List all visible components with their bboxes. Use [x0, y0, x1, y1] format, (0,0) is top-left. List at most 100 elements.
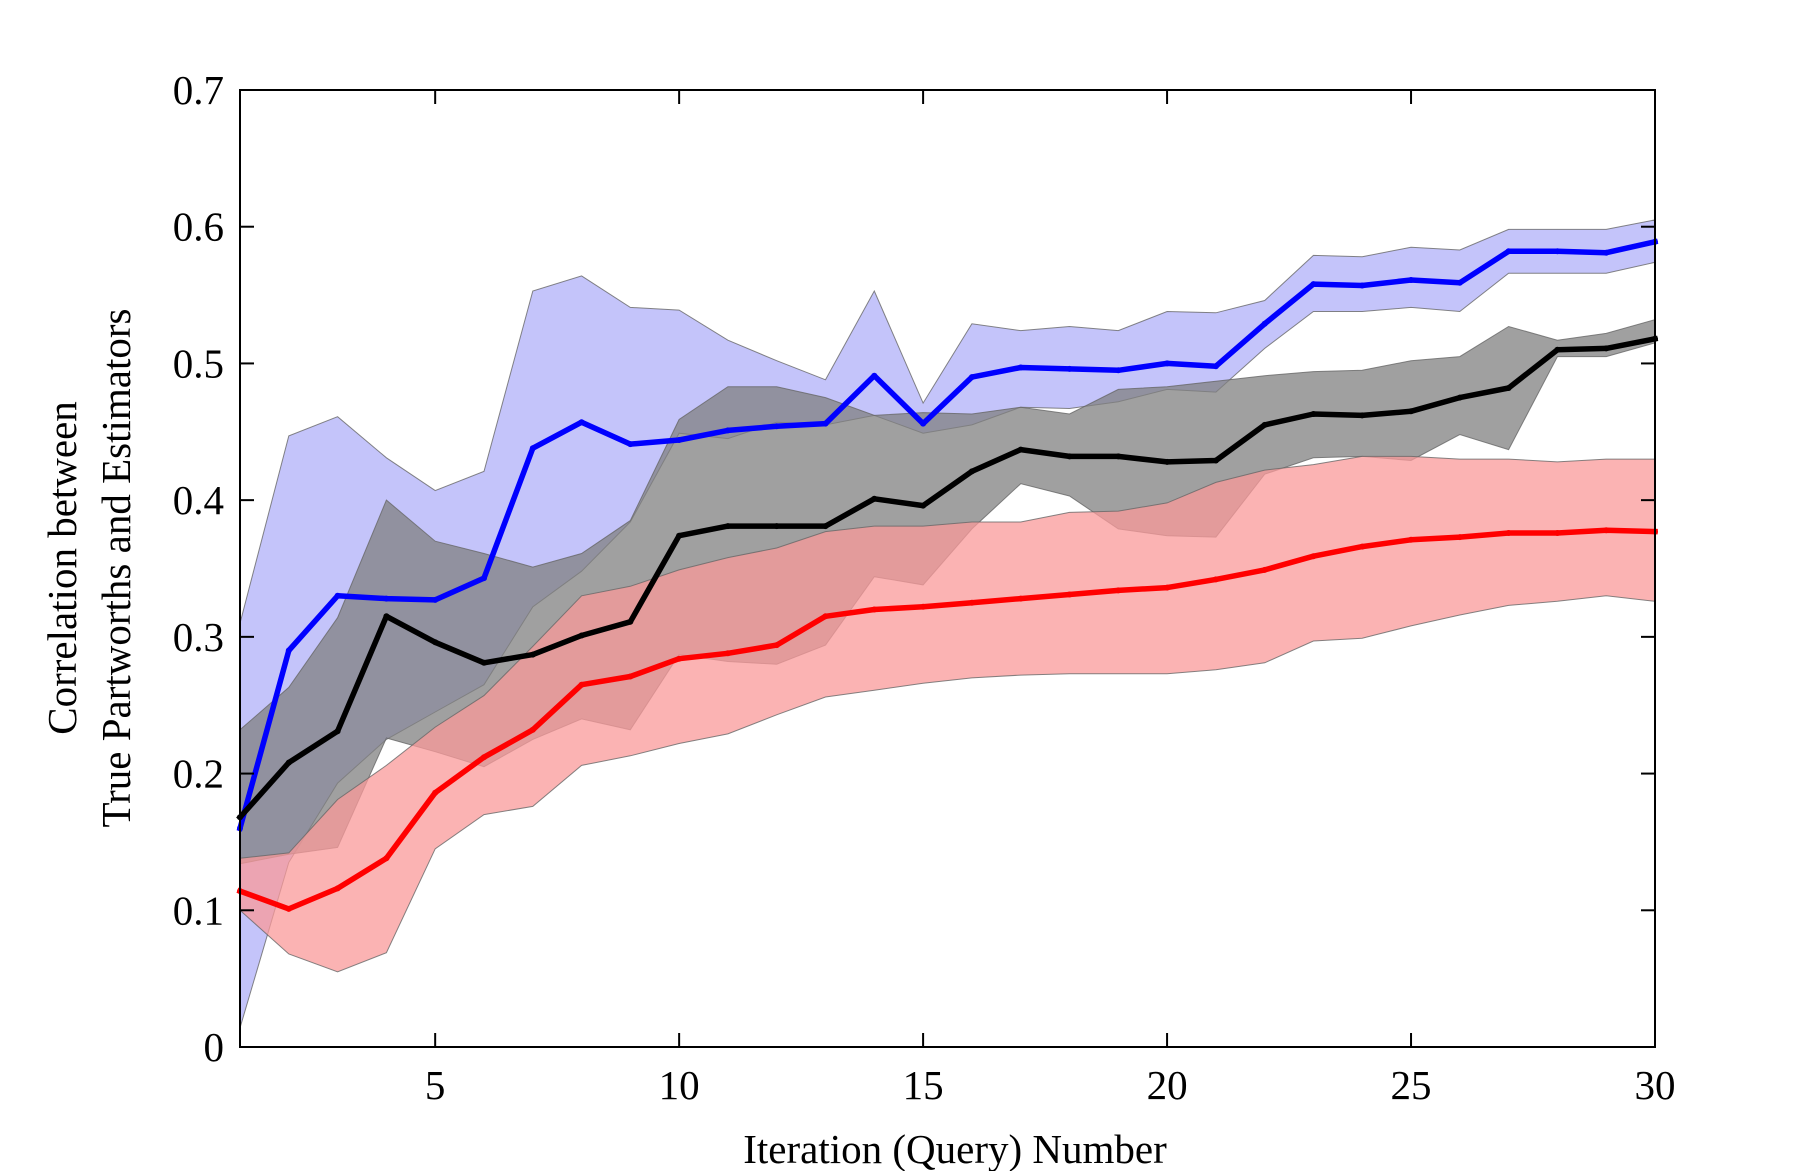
series-2-point: [968, 468, 975, 475]
series-3-point: [1359, 543, 1366, 550]
series-1-point: [1261, 320, 1268, 327]
series-1-point: [627, 441, 634, 448]
series-1-point: [822, 420, 829, 427]
series-1-point: [968, 374, 975, 381]
y-tick-label: 0.2: [173, 751, 224, 797]
series-3-point: [1456, 534, 1463, 541]
series-2-point: [773, 523, 780, 530]
plot-frame: [239, 89, 1656, 1048]
series-2-point: [871, 495, 878, 502]
series-3-point: [1261, 566, 1268, 573]
series-2-point: [1212, 457, 1219, 464]
series-2-point: [724, 523, 731, 530]
series-2-point: [627, 618, 634, 625]
series-2-point: [1017, 446, 1024, 453]
y-tick-label: 0.7: [173, 67, 224, 113]
series-1-point: [1310, 281, 1317, 288]
y-tick-label: 0.5: [173, 340, 224, 386]
series-1-point: [773, 423, 780, 430]
series-3-point: [285, 905, 292, 912]
y-axis-title-line-2: True Partworths and Estimators: [93, 309, 139, 828]
series-3-point: [1212, 576, 1219, 583]
series-3-point: [481, 754, 487, 761]
series-1-point: [334, 592, 341, 599]
series-1-point: [1212, 363, 1219, 370]
series-2-point: [1359, 412, 1366, 419]
series-2-point: [1505, 385, 1512, 391]
series-1-point: [285, 647, 292, 654]
series-3-point: [968, 599, 975, 606]
series-2-point: [1408, 408, 1414, 415]
series-1-point: [432, 596, 439, 603]
series-2-point: [1603, 345, 1610, 352]
series-3-point: [1408, 536, 1414, 543]
series-2-point: [432, 639, 439, 646]
series-3-point: [1115, 587, 1122, 594]
series-3-point: [1603, 527, 1610, 534]
y-axis-ticks: 0 0.1 0.2 0.3 0.4 0.5 0.6 0.7: [173, 67, 1655, 1070]
series-2-point: [1554, 346, 1561, 353]
series-2-point: [529, 651, 536, 658]
series-3-point: [1066, 591, 1073, 598]
series-3-point: [1505, 530, 1512, 536]
y-tick-label: 0.4: [173, 477, 224, 523]
x-tick-label: 25: [1391, 1062, 1432, 1108]
series-1-point: [920, 420, 927, 427]
series-1-point: [1115, 367, 1122, 374]
series-1-point: [1164, 360, 1171, 367]
x-tick-label: 30: [1635, 1062, 1676, 1108]
series-3-point: [773, 642, 780, 649]
x-tick-label: 20: [1147, 1062, 1188, 1108]
series-2-point: [1066, 453, 1073, 460]
series-1-point: [1505, 248, 1512, 255]
series-3-point: [822, 613, 829, 620]
series-1-point: [383, 595, 390, 602]
series-3-point: [627, 673, 634, 680]
series-1-point: [1359, 282, 1366, 289]
series-3-point: [1017, 595, 1024, 602]
series-1-point: [578, 419, 585, 426]
series-2-point: [334, 728, 341, 735]
x-axis-ticks: 5 10 15 20 25 30: [425, 90, 1676, 1108]
y-tick-label: 0: [204, 1024, 225, 1070]
series-3-point: [334, 885, 341, 892]
y-tick-label: 0.3: [173, 614, 224, 660]
series-3-point: [1310, 553, 1317, 560]
series-2-point: [920, 502, 927, 509]
series-3-point: [1554, 530, 1561, 536]
series-2-point: [285, 759, 292, 766]
x-tick-label: 15: [903, 1062, 944, 1108]
y-tick-label: 0.6: [173, 204, 224, 250]
series-1-point: [481, 575, 487, 582]
series-1-point: [724, 427, 731, 434]
series-2-point: [383, 613, 390, 620]
series-2-point: [822, 523, 829, 530]
series-3-point: [871, 606, 878, 613]
series-3-point: [1164, 584, 1171, 591]
series-1-point: [1554, 248, 1561, 255]
series-2-point: [1456, 394, 1463, 401]
series-lines: [236, 238, 1659, 912]
series-3-point: [676, 655, 683, 662]
series-2-point: [578, 632, 585, 639]
series-2-point: [1261, 421, 1268, 428]
series-1-point: [871, 372, 878, 379]
y-axis-title-line-1: Correlation between: [39, 401, 85, 735]
series-1-point: [1456, 279, 1463, 286]
series-3-point: [920, 603, 927, 610]
series-1-point: [1408, 277, 1414, 283]
series-3-point: [432, 789, 439, 796]
series-2-line: [236, 335, 1659, 822]
series-2-point: [676, 532, 683, 539]
series-1-point: [529, 445, 536, 452]
series-2-point: [1310, 411, 1317, 417]
series-3-point: [529, 726, 536, 733]
series-3-point: [383, 855, 390, 862]
x-tick-label: 5: [425, 1062, 446, 1108]
series-3-point: [724, 650, 731, 657]
series-2-point: [1115, 453, 1122, 460]
series-1-point: [676, 437, 683, 443]
series-1-point: [1066, 365, 1073, 372]
x-axis-title: Iteration (Query) Number: [743, 1126, 1167, 1171]
